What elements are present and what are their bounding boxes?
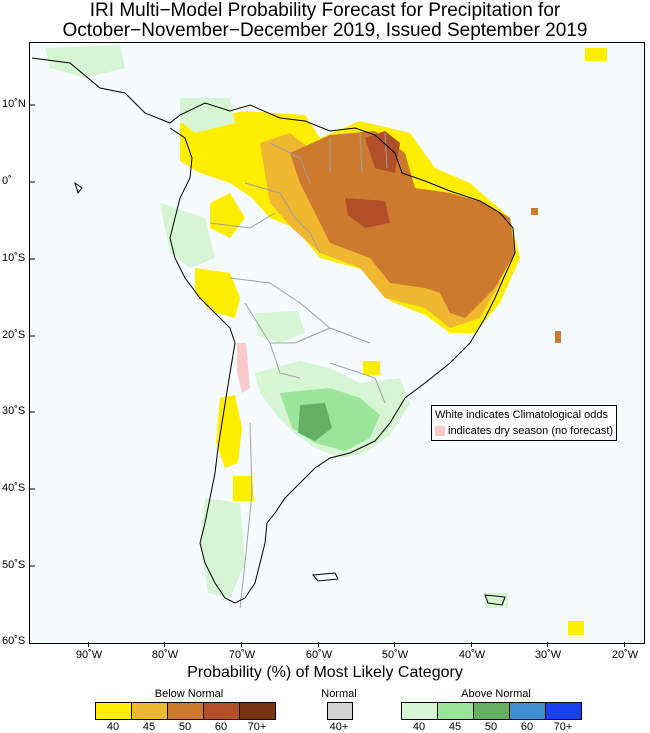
yellow-region-andes	[195, 268, 240, 318]
yellow-region-chile-south	[233, 476, 254, 501]
lat-label-20s: 20˚S	[2, 329, 26, 341]
legend-above-normal-swatches	[401, 702, 582, 720]
legend-swatch-below-60	[204, 703, 240, 719]
lon-label-70w: 70˚W	[228, 649, 256, 661]
country-borders	[209, 132, 388, 609]
light-green-region-central-west	[255, 311, 305, 343]
yellow-isolated-cell-3	[363, 361, 380, 375]
map-title-line2: October−November−December 2019, Issued S…	[62, 20, 588, 41]
orange-isolated-cell-2	[555, 331, 561, 343]
legend-tick-below-60: 60	[214, 721, 228, 733]
legend-swatch-below-45	[132, 703, 168, 719]
lon-label-80w: 80˚W	[151, 649, 179, 661]
lon-tick-30w	[547, 642, 548, 647]
annotation-climatological-text: White indicates Climatological odds	[435, 409, 609, 421]
legend-swatch-above-70	[546, 703, 581, 719]
legend-below-normal-label: Below Normal	[154, 688, 224, 700]
graticule-ticks	[30, 104, 35, 567]
orange-isolated-cell	[531, 208, 538, 215]
legend-tick-below-70: 70+	[247, 721, 267, 733]
lon-label-90w: 90˚W	[75, 649, 103, 661]
dark-green-region-pampas	[298, 403, 332, 441]
lon-label-50w: 50˚W	[381, 649, 409, 661]
lat-label-60s: 60˚S	[2, 635, 26, 647]
legend-above-normal-label: Above Normal	[461, 688, 531, 700]
legend-tick-above-45: 45	[448, 721, 462, 733]
coastline	[31, 57, 516, 606]
light-green-region-venezuela	[180, 98, 235, 133]
dry-season-region	[237, 343, 250, 393]
legend-tick-normal-40: 40+	[329, 721, 349, 733]
forecast-map-canvas	[30, 45, 607, 635]
annotation-dry-season-text: indicates dry season (no forecast)	[448, 425, 614, 437]
legend-tick-below-40: 40	[106, 721, 120, 733]
legend-tick-above-50: 50	[484, 721, 498, 733]
legend-swatch-above-45	[438, 703, 474, 719]
lon-tick-40w	[471, 642, 472, 647]
lat-label-50s: 50˚S	[2, 559, 26, 571]
yellow-region-chile-central	[216, 395, 242, 468]
legend-tick-below-50: 50	[178, 721, 192, 733]
orange-region-brazil	[290, 131, 515, 318]
lon-tick-80w	[164, 642, 165, 647]
legend-tick-above-70: 70+	[553, 721, 573, 733]
lat-label-10s: 10˚S	[2, 252, 26, 264]
legend-swatch-below-50	[168, 703, 204, 719]
lon-label-30w: 30˚W	[534, 649, 562, 661]
lon-tick-70w	[241, 642, 242, 647]
map-annotation-box: White indicates Climatological odds indi…	[431, 405, 617, 441]
yellow-isolated-cell	[585, 48, 607, 61]
forecast-map	[29, 42, 645, 644]
legend-title: Probability (%) of Most Likely Category	[187, 664, 463, 681]
light-green-region-patagonia	[200, 498, 245, 598]
yellow-isolated-cell-2	[568, 621, 584, 635]
dark-orange-region-amazon	[345, 198, 390, 228]
lon-label-40w: 40˚W	[458, 649, 486, 661]
map-title-line1: IRI Multi−Model Probability Forecast for…	[89, 0, 561, 21]
light-green-region-caribbean	[45, 45, 125, 78]
light-green-region-pacific	[160, 203, 215, 268]
legend-tick-above-60: 60	[520, 721, 534, 733]
legend-swatch-above-60	[510, 703, 546, 719]
lat-label-10n: 10˚N	[2, 98, 26, 110]
legend-swatch-below-40	[96, 703, 132, 719]
lat-label-40s: 40˚S	[2, 482, 26, 494]
lon-label-20w: 20˚W	[611, 649, 639, 661]
legend-below-normal-swatches	[95, 702, 276, 720]
legend-tick-below-45: 45	[142, 721, 156, 733]
below-normal-regions	[180, 48, 607, 635]
lon-label-60w: 60˚W	[305, 649, 333, 661]
legend-tick-above-40: 40	[412, 721, 426, 733]
yellow-region-west-amazon	[210, 193, 245, 238]
legend-swatch-above-50	[474, 703, 510, 719]
legend-normal-label: Normal	[321, 688, 357, 700]
lon-tick-20w	[624, 642, 625, 647]
legend-swatch-below-70	[240, 703, 275, 719]
legend-normal-swatches	[327, 702, 353, 720]
dark-orange-region-guianas	[365, 131, 400, 173]
lon-tick-50w	[394, 642, 395, 647]
dry-season-swatch	[435, 426, 445, 436]
lon-tick-90w	[88, 642, 89, 647]
lat-label-0: 0˚	[2, 175, 12, 187]
lat-label-30s: 30˚S	[2, 405, 26, 417]
lon-tick-60w	[318, 642, 319, 647]
legend-swatch-normal-40	[328, 703, 352, 719]
legend-swatch-above-40	[402, 703, 438, 719]
